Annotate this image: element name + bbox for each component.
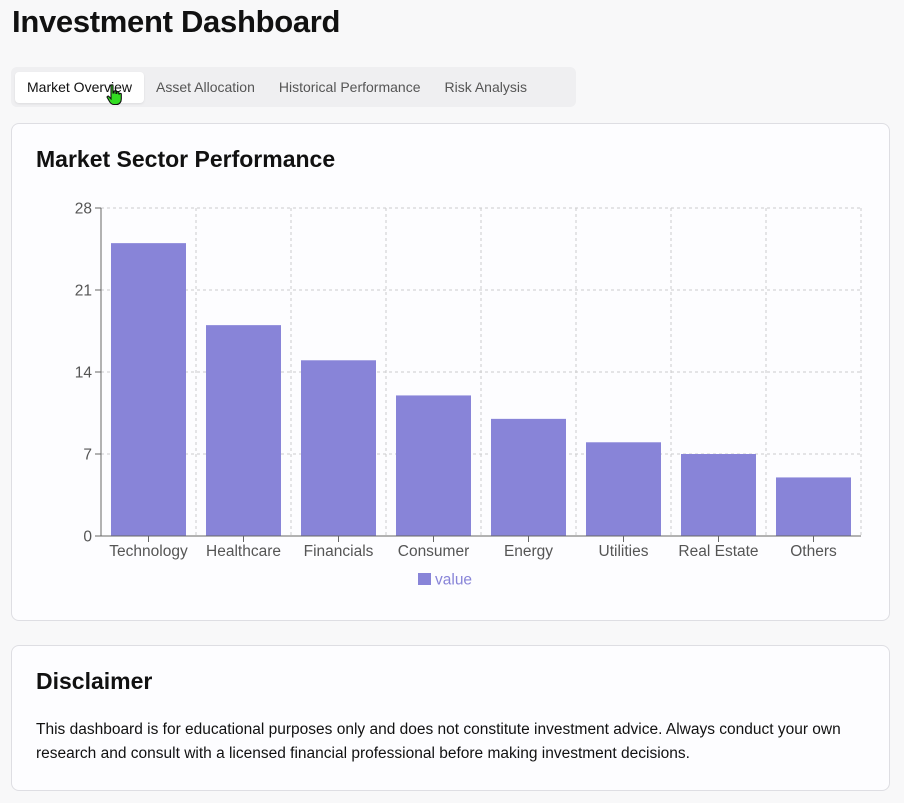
x-tick-label: Healthcare [206, 543, 281, 560]
chart-card: Market Sector Performance 0 7 14 21 28 Techno… [11, 123, 890, 621]
tab-historical-performance[interactable]: Historical Performance [278, 78, 421, 95]
page-title: Investment Dashboard [12, 4, 341, 39]
x-tick-label: Utilities [599, 543, 649, 560]
bar-others [776, 477, 851, 536]
x-tick-label: Others [790, 543, 837, 560]
bar-consumer [396, 395, 471, 536]
tab-risk-analysis[interactable]: Risk Analysis [444, 78, 527, 95]
bar-financials [301, 360, 376, 536]
tab-asset-allocation[interactable]: Asset Allocation [156, 78, 255, 95]
hand-pointer-icon [106, 84, 122, 106]
x-tick-label: Energy [504, 543, 553, 560]
disclaimer-card: Disclaimer This dashboard is for educati… [11, 645, 890, 791]
chart-card-title: Market Sector Performance [36, 146, 336, 172]
y-tick-label: 14 [75, 365, 93, 382]
y-tick-label: 21 [75, 283, 92, 300]
legend-swatch [418, 573, 431, 585]
x-tick-label: Financials [304, 543, 374, 560]
y-tick-label: 28 [75, 201, 92, 218]
tab-list: Market Overview Asset Allocation Histori… [11, 67, 576, 107]
bar-real-estate [681, 454, 756, 536]
tab-market-overview[interactable]: Market Overview [15, 71, 145, 103]
bar-utilities [586, 442, 661, 536]
bar-energy [491, 418, 566, 536]
sector-bar-chart: 0 7 14 21 28 Technology Healthcare Financials Co… [75, 201, 862, 589]
x-tick-label: Real Estate [678, 543, 758, 560]
disclaimer-title: Disclaimer [36, 668, 153, 694]
y-tick-label: 7 [83, 447, 92, 464]
y-tick-label: 0 [83, 529, 92, 546]
disclaimer-text: This dashboard is for educational purpos… [36, 721, 841, 762]
bar-technology [111, 243, 186, 536]
bar-healthcare [206, 325, 281, 536]
x-tick-label: Technology [109, 543, 188, 560]
legend-label: value [435, 572, 472, 589]
x-tick-label: Consumer [398, 543, 470, 560]
